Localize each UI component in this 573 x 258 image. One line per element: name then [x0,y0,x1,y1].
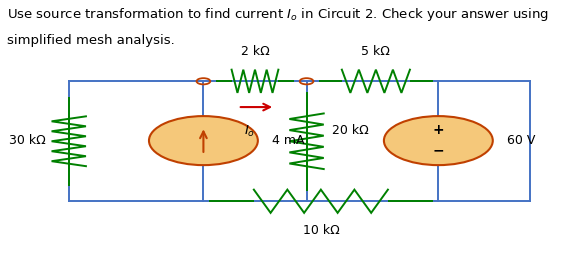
Text: simplified mesh analysis.: simplified mesh analysis. [7,34,175,46]
Circle shape [149,116,258,165]
Circle shape [384,116,493,165]
Text: −: − [433,143,444,157]
Text: 10 kΩ: 10 kΩ [303,224,339,237]
Text: Use source transformation to find current $I_o$ in Circuit 2. Check your answer : Use source transformation to find curren… [7,6,549,23]
Text: 20 kΩ: 20 kΩ [332,124,369,137]
Text: 2 kΩ: 2 kΩ [241,45,269,58]
Text: 5 kΩ: 5 kΩ [362,45,390,58]
Text: +: + [433,123,444,137]
Text: 4 mA: 4 mA [272,134,305,147]
Text: 60 V: 60 V [507,134,536,147]
Text: 30 kΩ: 30 kΩ [9,134,46,147]
Text: $I_o$: $I_o$ [244,124,255,139]
